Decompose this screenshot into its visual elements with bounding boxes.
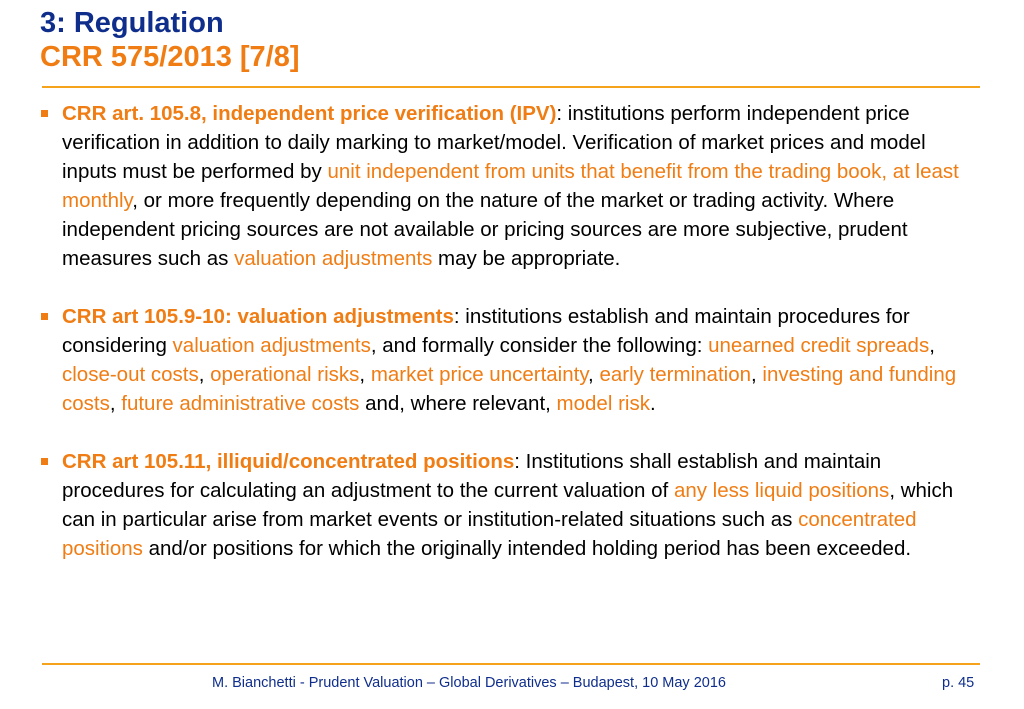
bullet-body-text: , or more frequently depending on the na… [62,189,908,270]
bullet-heading: CRR art 105.9-10: valuation adjustments [62,305,454,328]
bullet-text: CRR art. 105.8, independent price verifi… [62,102,959,270]
bullet-text: CRR art 105.9-10: valuation adjustments:… [62,305,956,415]
bullet-body-text: may be appropriate. [432,247,621,270]
bullet-heading: CRR art. 105.8, independent price verifi… [62,102,557,125]
slide-content: CRR art. 105.8, independent price verifi… [40,99,975,592]
bullet-body-text: and, where relevant, [359,392,557,415]
bullet-body-text: , [929,334,935,357]
bullet-body-text: , which can in particular arise from mar… [62,479,954,531]
highlighted-term: market price uncertainty [370,363,589,386]
highlighted-term: unearned credit spreads [708,334,930,357]
bullet-heading: CRR art 105.11, illiquid/concentrated po… [62,450,515,473]
highlighted-term: early termination [599,363,751,386]
highlighted-term: valuation adjustments [172,334,371,357]
highlighted-term: future administrative costs [121,392,360,415]
highlighted-term: investing and funding costs [62,363,957,415]
bullet-body-text: , [198,363,211,386]
highlighted-term: concentrated positions [62,508,917,560]
bullet-body-text: : Institutions shall establish and maint… [62,450,882,502]
slide-subtitle: CRR 575/2013 [7/8] [40,41,300,73]
bullet-item-valuation-adjustments: CRR art 105.9-10: valuation adjustments:… [40,302,975,418]
highlighted-term: valuation adjustments [234,247,433,270]
highlighted-term: model risk [556,392,650,415]
square-bullet-icon [41,313,48,320]
top-divider [42,86,980,88]
bullet-body-text: . [649,392,656,415]
bullet-item-illiquid-positions: CRR art 105.11, illiquid/concentrated po… [40,447,975,563]
bullet-body-text: , [359,363,371,386]
square-bullet-icon [41,458,48,465]
highlighted-term: any less liquid positions [673,479,890,502]
page-number: p. 45 [942,675,975,691]
bullet-body-text: and/or positions for which the originall… [142,537,912,560]
bullet-item-ipv: CRR art. 105.8, independent price verifi… [40,99,975,273]
footer-citation: M. Bianchetti - Prudent Valuation – Glob… [212,675,726,691]
bullet-body-text: : institutions establish and maintain pr… [62,305,910,357]
highlighted-term: unit independent from units that benefit… [62,160,959,212]
bullet-text: CRR art 105.11, illiquid/concentrated po… [62,450,953,560]
bullet-body-text: , [109,392,122,415]
bottom-divider [42,663,980,665]
bullet-body-text: , [751,363,763,386]
highlighted-term: close-out costs [62,363,199,386]
bullet-body-text: , [588,363,600,386]
bullet-body-text: : institutions perform independent price… [62,102,926,183]
bullet-body-text: , and formally consider the following: [370,334,709,357]
square-bullet-icon [41,110,48,117]
slide-title: 3: Regulation [40,7,224,39]
highlighted-term: operational risks [210,363,360,386]
